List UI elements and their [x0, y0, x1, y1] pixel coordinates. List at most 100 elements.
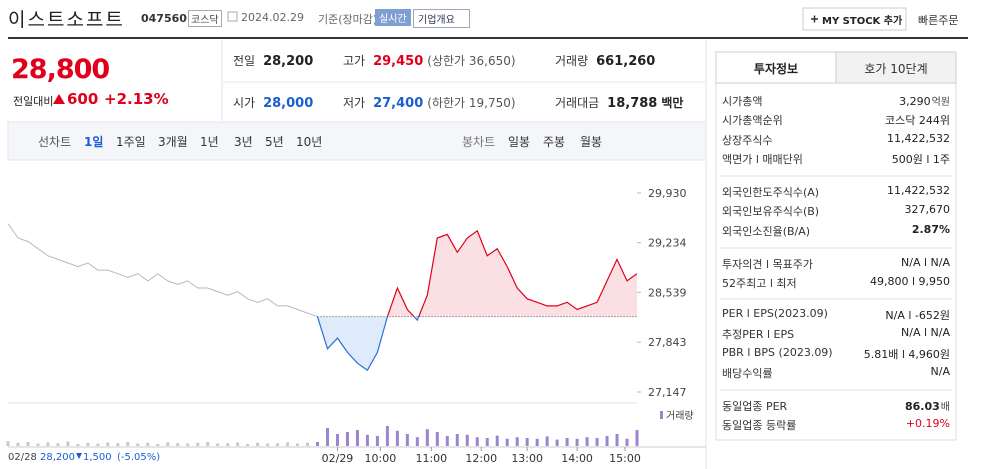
info-label: 시가총액: [722, 95, 763, 108]
summary-value: 27,400: [373, 96, 424, 111]
info-label: PER l EPS(2023.09): [722, 307, 828, 320]
plus-icon: [811, 15, 818, 23]
info-value-text: 86.03: [905, 400, 940, 413]
area-down: [317, 316, 419, 371]
volume-bar: [216, 443, 220, 446]
x-tick-label: 11:00: [415, 452, 447, 465]
x-tick-label: 12:00: [465, 452, 497, 465]
info-value-text: 3,290: [899, 95, 931, 108]
info-unit: 억원: [931, 97, 950, 108]
volume-bar: [505, 438, 509, 446]
volume-bar: [296, 443, 300, 446]
info-value-text: +0.19%: [905, 417, 950, 431]
change-label: 전일대비: [13, 95, 54, 108]
volume-bar: [316, 442, 320, 446]
volume-bar: [425, 429, 429, 446]
info-value-text: N/A l N/A: [901, 256, 950, 269]
summary-label: 거래량: [555, 54, 589, 68]
info-value: 2.87%: [912, 223, 950, 236]
volume-bar: [266, 443, 270, 446]
info-value-text: 11,422,532: [887, 131, 950, 145]
area-up: [317, 230, 637, 317]
period-tab[interactable]: 주봉: [543, 135, 566, 149]
summary-unit: 백만: [661, 96, 684, 110]
info-value-text: 코스닥 244위: [885, 114, 950, 128]
info-tab[interactable]: 투자정보: [753, 62, 799, 76]
summary-label: 시가: [233, 96, 256, 110]
info-value: N/A l -652원: [885, 307, 950, 323]
volume-bar: [485, 438, 489, 446]
summary-value: 28,200: [263, 54, 314, 69]
info-label: 외국인소진율(B/A): [722, 224, 811, 238]
info-label: 액면가 l 매매단위: [722, 153, 803, 167]
volume-bar: [565, 438, 569, 446]
y-tick-label: 27,147: [648, 386, 687, 399]
realtime-badge[interactable]: 실시간: [375, 9, 411, 26]
info-value: N/A: [931, 365, 950, 378]
period-tab[interactable]: 월봉: [580, 135, 603, 149]
info-value: +0.19%: [906, 417, 950, 430]
volume-bar: [435, 432, 439, 446]
prev-date: 02/28: [8, 452, 37, 463]
volume-bar: [136, 443, 140, 446]
info-value-text: 49,800 l 9,950: [869, 275, 950, 289]
volume-bar: [146, 442, 150, 446]
volume-bar: [26, 442, 30, 446]
market-badge: 코스닥: [188, 10, 222, 27]
volume-bar: [475, 437, 479, 446]
legend-swatch: [660, 411, 663, 419]
volume-bar: [415, 437, 419, 446]
info-value-text: 327,670: [904, 203, 951, 217]
x-tick-label: 15:00: [609, 452, 641, 465]
summary-note: (하한가 19,750): [427, 96, 516, 110]
mystock-button[interactable]: [802, 7, 907, 31]
volume-bar: [595, 438, 599, 446]
period-tab[interactable]: 1주일: [116, 135, 146, 149]
volume-bar: [286, 442, 290, 446]
date-note: 기준(장마감): [318, 13, 378, 26]
volume-bar: [206, 442, 210, 446]
period-tab[interactable]: 3개월: [158, 135, 188, 149]
volume-bar: [575, 438, 579, 446]
info-label: 상장주식수: [722, 133, 773, 147]
mystock-button[interactable]: MY STOCK 추가: [822, 16, 903, 27]
date: 2024.02.29: [241, 11, 304, 24]
volume-bar: [635, 430, 639, 446]
volume-bar: [226, 443, 230, 446]
volume-bar: [365, 434, 369, 446]
info-panel: [715, 51, 957, 441]
period-tab[interactable]: 일봉: [508, 135, 531, 149]
volume-bar: [455, 434, 459, 446]
info-label: 외국인한도주식수(A): [722, 186, 820, 199]
volume-bar: [246, 444, 250, 446]
volume-bar: [385, 426, 389, 446]
change: 600: [67, 90, 99, 108]
info-value: 500원 l 1주: [892, 151, 950, 167]
period-tab[interactable]: 3년: [234, 135, 253, 149]
info-tab[interactable]: 호가 10단계: [864, 62, 928, 76]
period-tab[interactable]: 1일: [84, 135, 104, 149]
tab-active[interactable]: [715, 51, 837, 84]
info-value: 11,422,532: [887, 184, 950, 197]
summary-cell: 거래대금 18,788 백만: [555, 94, 683, 111]
volume-bar: [545, 436, 549, 446]
period-tab[interactable]: 10년: [296, 135, 323, 149]
tab-label: 봉차트: [462, 135, 496, 149]
period-tab[interactable]: 5년: [265, 135, 284, 149]
tab[interactable]: [835, 51, 957, 84]
company-button[interactable]: 기업개요: [413, 9, 470, 28]
info-value: N/A l N/A: [901, 256, 950, 269]
volume-bar: [256, 442, 260, 446]
summary-value: 28,000: [263, 96, 314, 111]
info-label: 52주최고 l 최저: [722, 277, 797, 291]
info-value: 327,670: [905, 203, 951, 216]
volume-bar: [56, 443, 60, 446]
x-tick-label: 10:00: [365, 452, 397, 465]
x-tick-label: 02/29: [322, 452, 354, 465]
quick-order[interactable]: 빠른주문: [918, 14, 959, 27]
period-tab[interactable]: 1년: [200, 135, 219, 149]
info-value-text: N/A: [930, 365, 950, 379]
volume-bar: [236, 442, 240, 446]
summary-label: 전일: [233, 54, 256, 68]
